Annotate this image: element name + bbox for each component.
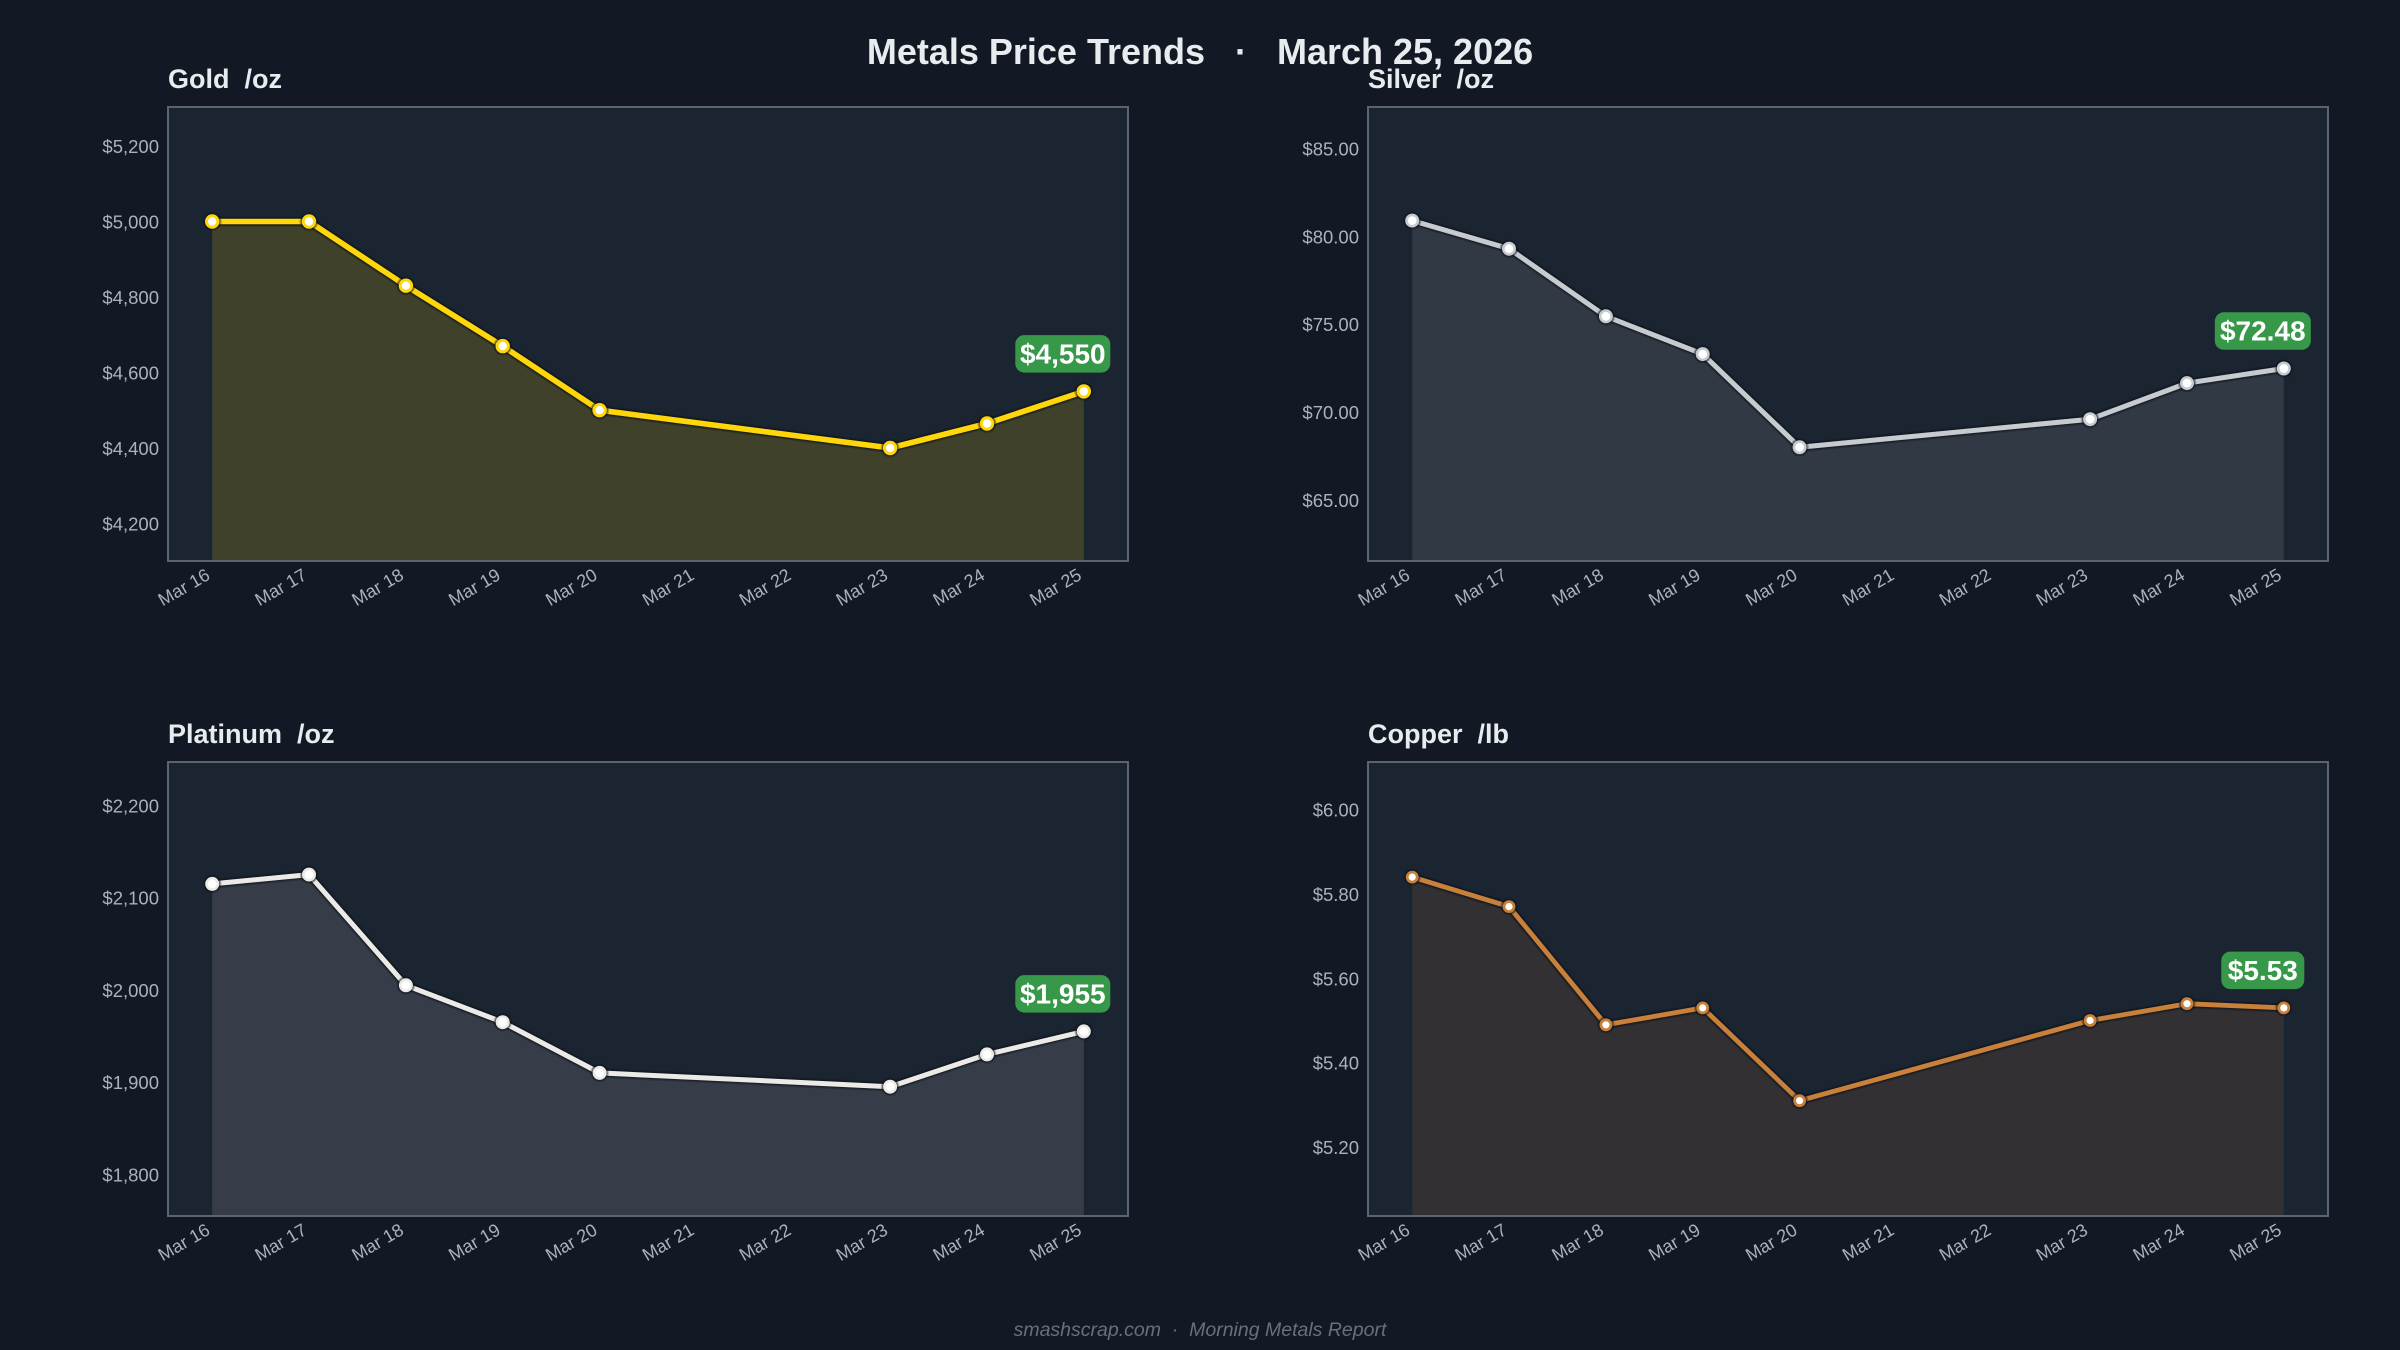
svg-text:$75.00: $75.00 <box>1302 314 1359 335</box>
svg-text:smashscrap.com · Morning Met: smashscrap.com · Morning Metals Report <box>1014 1319 1388 1341</box>
svg-text:$80.00: $80.00 <box>1302 226 1359 247</box>
svg-text:$70.00: $70.00 <box>1302 402 1359 423</box>
svg-text:$2,100: $2,100 <box>102 888 159 909</box>
svg-text:$1,800: $1,800 <box>102 1164 159 1185</box>
svg-text:$6.00: $6.00 <box>1313 800 1359 821</box>
svg-text:$65.00: $65.00 <box>1302 490 1359 511</box>
svg-text:$4,200: $4,200 <box>102 514 159 535</box>
svg-text:$4,600: $4,600 <box>102 363 159 384</box>
svg-text:$2,000: $2,000 <box>102 980 159 1001</box>
svg-text:Metals Price Trends · Marc: Metals Price Trends · March 25, 2026 <box>867 31 1533 72</box>
svg-text:$4,800: $4,800 <box>102 287 159 308</box>
svg-text:$72.48: $72.48 <box>2220 316 2306 347</box>
svg-text:$1,955: $1,955 <box>1020 978 1106 1009</box>
svg-text:Copper /lb: Copper /lb <box>1368 719 1509 749</box>
svg-text:Gold /oz: Gold /oz <box>168 64 282 94</box>
svg-text:Silver /oz: Silver /oz <box>1368 64 1494 94</box>
svg-text:$5,000: $5,000 <box>102 212 159 233</box>
svg-text:$5.53: $5.53 <box>2228 955 2298 986</box>
svg-text:$5.20: $5.20 <box>1313 1137 1359 1158</box>
svg-text:$2,200: $2,200 <box>102 796 159 817</box>
svg-text:$4,400: $4,400 <box>102 438 159 459</box>
svg-text:$5.60: $5.60 <box>1313 968 1359 989</box>
svg-text:$1,900: $1,900 <box>102 1072 159 1093</box>
svg-text:$85.00: $85.00 <box>1302 139 1359 160</box>
svg-text:$5,200: $5,200 <box>102 136 159 157</box>
svg-text:$4,550: $4,550 <box>1020 338 1106 369</box>
svg-text:$5.80: $5.80 <box>1313 884 1359 905</box>
svg-text:Platinum /oz: Platinum /oz <box>168 719 335 749</box>
svg-text:$5.40: $5.40 <box>1313 1053 1359 1074</box>
